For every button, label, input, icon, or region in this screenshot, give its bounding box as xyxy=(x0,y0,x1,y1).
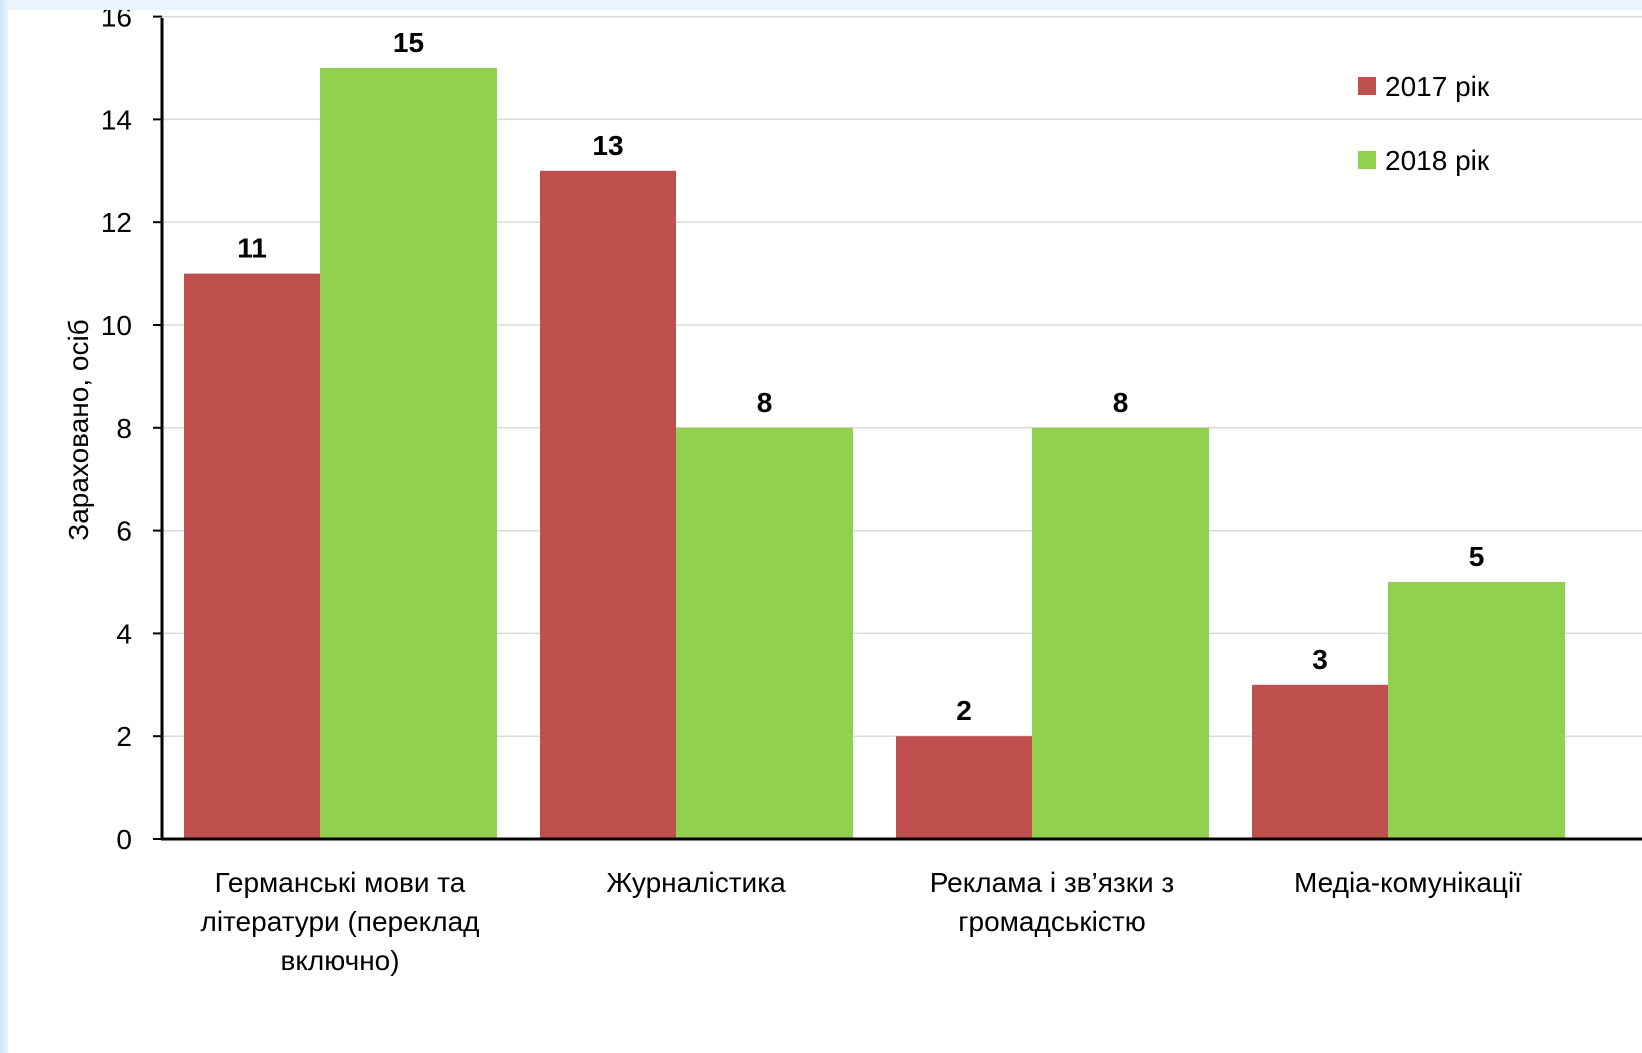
bar-2017 xyxy=(184,273,320,840)
data-label: 3 xyxy=(1312,644,1328,675)
data-label: 11 xyxy=(237,233,267,264)
axes xyxy=(153,15,1642,841)
y-tick-label: 8 xyxy=(116,413,132,444)
category-label: Журналістика xyxy=(606,867,786,898)
category-label: Германські мови та літератури (переклад вк… xyxy=(200,867,479,976)
bar-2017 xyxy=(1252,684,1388,839)
bar-2017 xyxy=(540,170,676,840)
bars xyxy=(184,68,1565,840)
bar-2018 xyxy=(1032,427,1209,839)
data-label: 2 xyxy=(956,695,972,726)
bar-2018 xyxy=(1388,582,1565,839)
data-label: 15 xyxy=(393,27,424,58)
bar-2018 xyxy=(676,427,853,839)
legend: 2017 рік 2018 рік xyxy=(1358,71,1490,176)
legend-swatch xyxy=(1358,77,1376,95)
bar-2017 xyxy=(896,736,1032,839)
legend-label: 2017 рік xyxy=(1385,71,1490,102)
data-label: 13 xyxy=(592,130,623,161)
y-tick-label: 12 xyxy=(101,207,132,238)
data-label: 5 xyxy=(1469,541,1485,572)
data-label: 8 xyxy=(757,387,773,418)
y-tick-label: 4 xyxy=(116,618,132,649)
category-label: Реклама і зв’язки з громадськістю xyxy=(930,867,1175,937)
y-tick-label: 14 xyxy=(101,104,132,135)
y-tick-label: 16 xyxy=(101,10,132,33)
y-tick-label: 2 xyxy=(116,721,132,752)
y-tick-label: 10 xyxy=(101,310,132,341)
data-label: 8 xyxy=(1113,387,1129,418)
y-axis-title: Зараховано, осіб xyxy=(63,319,94,540)
bar-2018 xyxy=(320,68,497,839)
labels: 0 2 4 6 8 10 12 14 16 11 15 Германські мови та літер… xyxy=(63,10,1522,976)
y-tick-label: 6 xyxy=(116,516,132,547)
legend-swatch xyxy=(1358,151,1376,169)
legend-label: 2018 рік xyxy=(1385,145,1490,176)
chart-panel: 0 2 4 6 8 10 12 14 16 11 15 Германські мови та літер… xyxy=(8,10,1642,1053)
bar-chart: 0 2 4 6 8 10 12 14 16 11 15 Германські мови та літер… xyxy=(63,10,1642,976)
category-label: Медіа-комунікації xyxy=(1294,867,1522,898)
y-tick-label: 0 xyxy=(116,824,132,855)
